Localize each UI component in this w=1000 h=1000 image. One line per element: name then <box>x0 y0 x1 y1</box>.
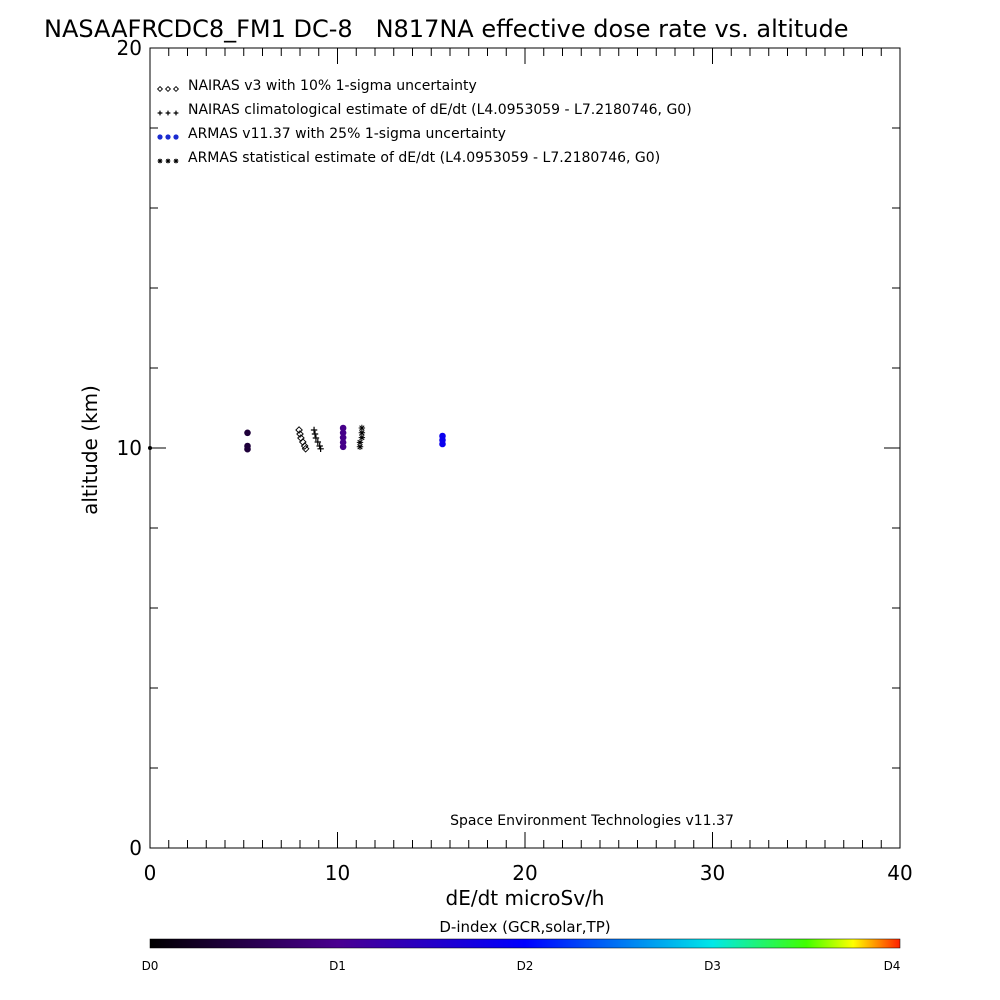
asterisk-marker <box>173 158 179 164</box>
colorbar <box>149 938 901 949</box>
series-dot <box>244 424 446 453</box>
plus-marker <box>317 445 324 452</box>
colorbar-tick-label: D0 <box>142 959 159 973</box>
legend-item-plus: NAIRAS climatological estimate of dE/dt … <box>157 102 692 118</box>
plus-marker <box>165 110 171 116</box>
dot-marker <box>339 424 347 432</box>
dot-marker <box>244 429 251 437</box>
dot-marker <box>244 445 251 453</box>
diamond-marker <box>156 85 164 93</box>
x-tick-label: 10 <box>325 861 350 885</box>
plus-marker <box>316 442 323 450</box>
legend-label: NAIRAS climatological estimate of dE/dt … <box>188 102 692 118</box>
asterisk-marker <box>356 443 364 450</box>
dot-marker <box>173 134 179 140</box>
y-tick-label: 20 <box>117 36 142 60</box>
credit-label: Space Environment Technologies v11.37 <box>450 813 734 829</box>
axis-ticks <box>149 47 901 849</box>
legend-item-dot: ARMAS v11.37 with 25% 1-sigma uncertaint… <box>157 126 506 142</box>
plus-marker <box>311 430 319 438</box>
legend-item-asterisk: ARMAS statistical estimate of dE/dt (L4.… <box>157 150 660 166</box>
colorbar-tick-label: D2 <box>517 959 534 973</box>
dot-marker <box>165 134 171 140</box>
x-tick-label: 30 <box>700 861 725 885</box>
legend: NAIRAS v3 with 10% 1-sigma uncertainty NA… <box>156 78 692 166</box>
diamond-marker <box>164 85 172 93</box>
dot-marker <box>157 134 163 140</box>
legend-item-diamond: NAIRAS v3 with 10% 1-sigma uncertainty <box>156 78 477 94</box>
colorbar-tick-label: D1 <box>329 959 346 973</box>
asterisk-marker <box>356 439 364 446</box>
series-asterisk <box>356 424 366 450</box>
colorbar-label: D-index (GCR,solar,TP) <box>439 918 610 936</box>
plus-marker <box>173 110 179 116</box>
plus-marker <box>312 434 320 442</box>
dot-marker <box>339 434 347 441</box>
asterisk-marker <box>358 434 366 441</box>
dot-marker <box>339 443 347 451</box>
x-tick-label: 40 <box>887 861 912 885</box>
x-tick-label: 0 <box>144 861 157 885</box>
chart-title: NASAAFRCDC8_FM1 DC-8 N817NA effective do… <box>44 15 849 43</box>
plot-frame <box>149 47 901 849</box>
y-axis-label: altitude (km) <box>78 385 102 515</box>
data-points <box>148 424 446 453</box>
x-axis-label: dE/dt microSv/h <box>446 886 605 910</box>
x-tick-label: 20 <box>512 861 537 885</box>
dot-marker <box>439 440 446 448</box>
y-tick-label: 0 <box>129 836 142 860</box>
plus-marker <box>310 426 318 434</box>
axis-origin-dot <box>148 446 152 450</box>
legend-label: ARMAS v11.37 with 25% 1-sigma uncertaint… <box>188 126 506 142</box>
series-diamond <box>295 426 310 453</box>
diamond-marker <box>172 85 180 93</box>
asterisk-marker <box>165 158 171 164</box>
colorbar-tick-label: D4 <box>884 959 901 973</box>
diamond-marker <box>295 426 303 434</box>
colorbar-tick-labels: D0 D1 D2 D3 D4 <box>142 959 901 973</box>
y-tick-labels: 0 10 20 <box>117 36 142 860</box>
dot-marker <box>339 429 347 437</box>
diamond-marker <box>296 430 304 438</box>
diamond-marker <box>301 444 310 453</box>
x-tick-labels: 0 10 20 30 40 <box>144 861 913 885</box>
asterisk-marker <box>358 429 366 436</box>
series-plus <box>310 426 324 452</box>
colorbar-tick-label: D3 <box>704 959 721 973</box>
asterisk-marker <box>157 158 163 164</box>
diamond-marker <box>300 442 309 450</box>
y-tick-label: 10 <box>117 436 142 460</box>
asterisk-marker <box>358 424 366 432</box>
legend-label: ARMAS statistical estimate of dE/dt (L4.… <box>188 150 660 166</box>
plus-marker <box>314 438 322 446</box>
plus-marker <box>157 110 163 116</box>
legend-label: NAIRAS v3 with 10% 1-sigma uncertainty <box>188 78 477 94</box>
